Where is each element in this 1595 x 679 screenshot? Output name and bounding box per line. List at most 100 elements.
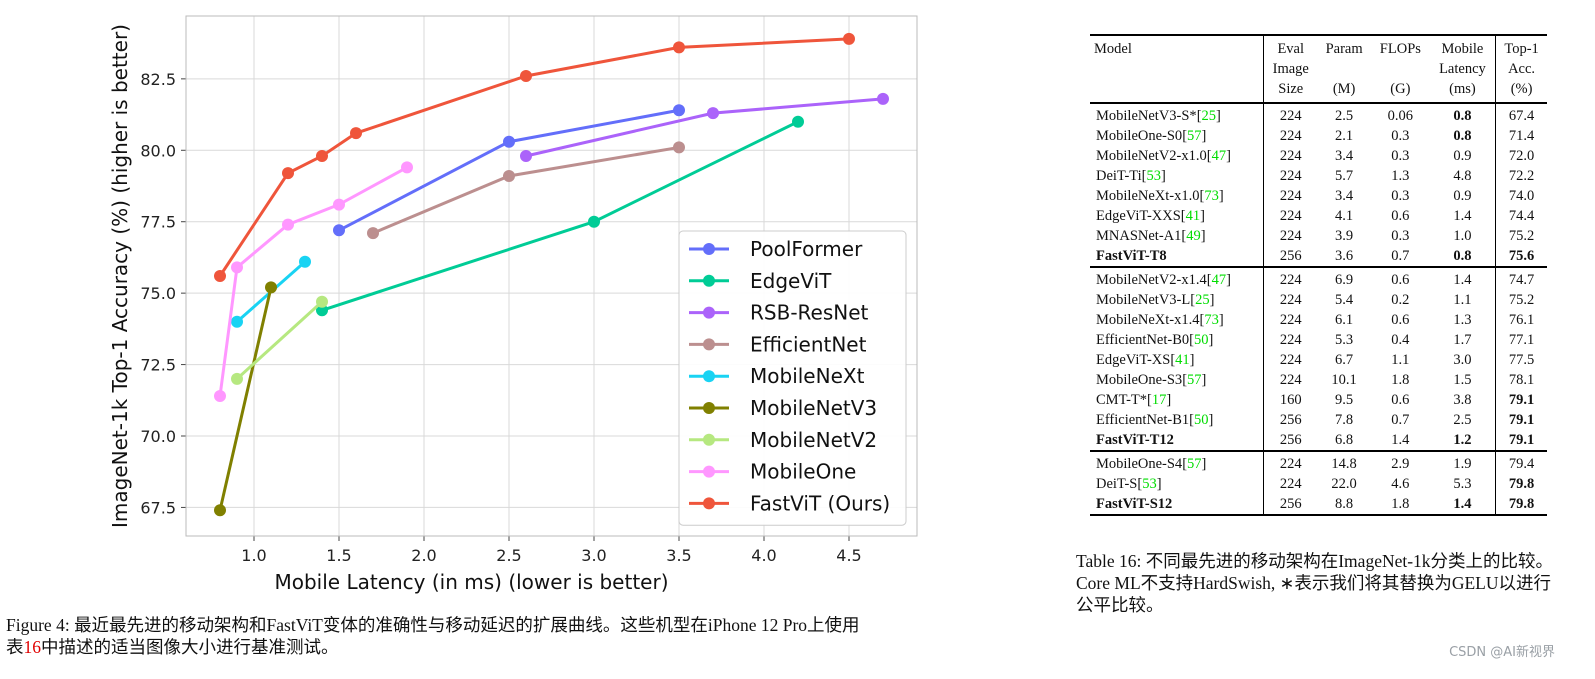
table-row: MobileNetV3-S*[25] 224 2.5 0.06 0.8 67.4	[1090, 102, 1547, 126]
table-header-row: Model Eval Image Size Param (M) FLOPs (G) …	[1090, 35, 1547, 103]
cell-flops: 0.6	[1391, 312, 1410, 328]
citation-link[interactable]: 57	[1187, 128, 1202, 144]
table-row: MNASNet-A1[49] 224 3.9 0.3 1.0 75.2	[1090, 226, 1547, 246]
cell-flops: 1.8	[1391, 372, 1410, 388]
header-flops: FLOPs (G)	[1379, 41, 1421, 97]
cell-latency: 0.8	[1453, 248, 1472, 264]
x-tick-label: 2.0	[411, 546, 436, 565]
x-tick-label: 2.5	[496, 546, 521, 565]
cell-flops: 0.6	[1371, 266, 1430, 290]
header-eval-size: Eval Image Size	[1272, 41, 1309, 97]
cell-image-size: 224	[1279, 352, 1302, 368]
table-row: MobileNetV2-x1.0[47] 224 3.4 0.3 0.9 72.0	[1090, 146, 1547, 166]
cell-image-size: 224	[1279, 292, 1302, 308]
legend-marker	[703, 497, 715, 510]
cell-param: 22.0	[1331, 476, 1357, 492]
data-point	[316, 304, 328, 317]
cell-param: 6.8	[1335, 432, 1354, 448]
citation-link[interactable]: 53	[1142, 476, 1157, 492]
table-row: MobileNeXt-x1.0[73] 224 3.4 0.3 0.9 74.0	[1090, 186, 1547, 206]
cell-latency: 4.8	[1453, 168, 1472, 184]
model-name: CMT-T*	[1096, 392, 1148, 408]
citation-link[interactable]: 41	[1175, 352, 1190, 368]
data-point	[792, 115, 804, 128]
data-point	[231, 372, 243, 385]
cell-latency: 2.5	[1453, 412, 1472, 428]
citation-link[interactable]: 25	[1195, 292, 1210, 308]
cell-latency: 1.4	[1429, 266, 1496, 290]
cell-param: 3.4	[1335, 188, 1354, 204]
data-point	[367, 227, 379, 240]
legend-label: MobileNetV2	[750, 428, 877, 452]
data-point	[843, 32, 855, 45]
model-name: MobileNetV3-L	[1096, 292, 1191, 308]
cell-latency: 1.7	[1453, 332, 1472, 348]
cell-image-size: 224	[1279, 168, 1302, 184]
cell-param: 5.4	[1335, 292, 1354, 308]
data-point	[673, 104, 685, 117]
cell-model: MobileNetV2-x1.0[47]	[1090, 146, 1265, 166]
cell-image-size: 224	[1279, 148, 1302, 164]
accuracy-latency-chart: 1.0 1.5 2.0 2.5 3.0 3.5 4.0 4.5 67.5 70.0 72.5 75.0…	[108, 15, 918, 594]
cell-param: 5.7	[1335, 168, 1354, 184]
cell-top1: 75.2	[1495, 290, 1547, 310]
citation-link[interactable]: 73	[1204, 188, 1219, 204]
cell-model: MobileOne-S4[57]	[1090, 450, 1265, 474]
cell-model: MobileNeXt-x1.4[73]	[1090, 310, 1265, 330]
legend-marker	[703, 338, 715, 351]
citation-link[interactable]: 50	[1194, 412, 1209, 428]
comparison-table-container: Model Eval Image Size Param (M) FLOPs (G) …	[1090, 34, 1547, 516]
table-body: MobileNetV3-S*[25] 224 2.5 0.06 0.8 67.4 Mobil…	[1090, 102, 1547, 515]
y-tick-label: 70.0	[140, 427, 176, 446]
cell-latency: 0.8	[1453, 128, 1472, 144]
cell-model: DeiT-S[53]	[1090, 474, 1265, 494]
citation-link[interactable]: 47	[1211, 272, 1227, 288]
cell-flops: 0.7	[1391, 412, 1410, 428]
citation-link[interactable]: 57	[1187, 456, 1202, 472]
legend-marker	[703, 306, 715, 319]
citation-link[interactable]: 25	[1201, 108, 1217, 124]
legend-marker	[703, 243, 715, 255]
citation-link[interactable]: 53	[1146, 168, 1162, 184]
cell-top1: 77.5	[1495, 350, 1547, 370]
data-point	[316, 295, 328, 308]
table-row: DeiT-S[53] 224 22.0 4.6 5.3 79.8	[1090, 474, 1547, 494]
cell-image-size: 256	[1279, 432, 1302, 448]
model-name: MobileNetV2-x1.4	[1096, 272, 1207, 288]
citation-link[interactable]: 49	[1186, 228, 1201, 244]
citation-link[interactable]: 57	[1187, 372, 1202, 388]
x-tick-label: 1.0	[241, 546, 266, 565]
cell-top1: 71.4	[1495, 126, 1547, 146]
cell-latency: 5.3	[1453, 476, 1472, 492]
header-latency: Mobile Latency (ms)	[1439, 41, 1486, 97]
table-reference: 16	[23, 637, 42, 657]
cell-model: MobileNetV3-L[25]	[1090, 290, 1265, 310]
cell-image-size: 224	[1279, 128, 1302, 144]
header-model: Model	[1090, 35, 1265, 103]
data-point	[401, 161, 413, 174]
citation-link[interactable]: 50	[1194, 332, 1209, 348]
table-row: MobileOne-S0[57] 224 2.1 0.3 0.8 71.4	[1090, 126, 1547, 146]
cell-model: EdgeViT-XS[41]	[1090, 350, 1265, 370]
citation-link[interactable]: 41	[1185, 208, 1201, 224]
cell-param: 14.8	[1317, 450, 1372, 474]
data-point	[299, 255, 311, 268]
model-name: EfficientNet-B0	[1096, 332, 1190, 348]
citation-link[interactable]: 47	[1211, 148, 1227, 164]
cell-top1: 76.1	[1495, 310, 1547, 330]
cell-param: 3.9	[1335, 228, 1354, 244]
cell-model: MobileOne-S0[57]	[1090, 126, 1265, 146]
table-row: DeiT-Ti[53] 224 5.7 1.3 4.8 72.2	[1090, 166, 1547, 186]
citation-link[interactable]: 73	[1204, 312, 1219, 328]
model-name: MobileOne-S0	[1096, 128, 1183, 144]
cell-latency: 0.9	[1453, 148, 1472, 164]
plot-frame	[185, 15, 918, 537]
table-row: FastViT-S12 256 8.8 1.8 1.4 79.8	[1090, 494, 1547, 515]
x-axis-label: Mobile Latency (in ms) (lower is better)	[274, 570, 668, 594]
citation-link[interactable]: 17	[1151, 392, 1167, 408]
table-row: MobileOne-S4[57] 224 14.8 2.9 1.9 79.4	[1090, 450, 1547, 474]
table-row: MobileNeXt-x1.4[73] 224 6.1 0.6 1.3 76.1	[1090, 310, 1547, 330]
legend-marker	[703, 402, 715, 414]
x-tick-label: 4.0	[751, 546, 776, 565]
legend-label: EfficientNet	[750, 332, 867, 356]
